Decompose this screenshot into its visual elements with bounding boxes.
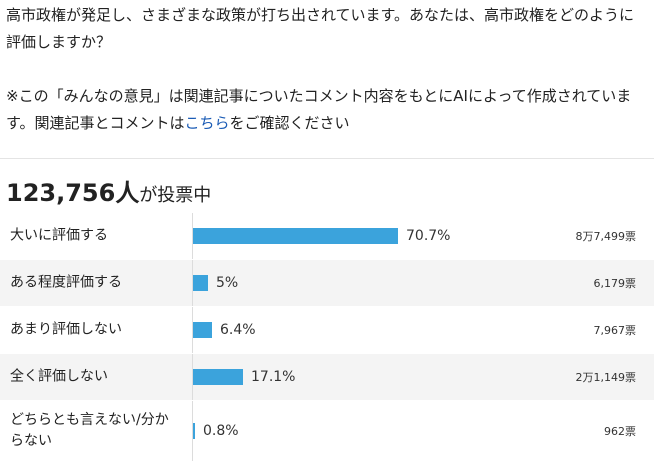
option-label: 全く評価しない (10, 368, 108, 385)
bar-track: 6.4% (193, 322, 503, 338)
result-row: あまり評価しない 6.4% 7,967票 (0, 307, 654, 354)
poll-intro: 高市政権が発足し、さまざまな政策が打ち出されています。あなたは、高市政権をどのよ… (0, 0, 654, 137)
result-row: 大いに評価する 70.7% 8万7,499票 (0, 213, 654, 260)
option-label: あまり評価しない (10, 321, 122, 338)
poll-note-text: ※この「みんなの意見」は関連記事についたコメント内容をもとにAIによって作成され… (6, 87, 632, 132)
option-label: ある程度評価する (10, 274, 122, 291)
poll-note-text-end: をご確認ください (229, 114, 350, 132)
poll-note: ※この「みんなの意見」は関連記事についたコメント内容をもとにAIによって作成され… (6, 83, 648, 137)
related-article-link[interactable]: こちら (184, 114, 230, 132)
vote-total-count: 123,756人 (6, 179, 140, 207)
bar-track: 17.1% (193, 369, 503, 385)
result-votes: 2万1,149票 (575, 371, 637, 384)
bar-track: 70.7% (193, 228, 503, 244)
result-votes: 962票 (604, 425, 636, 438)
result-votes: 7,967票 (593, 324, 637, 337)
result-bar (193, 228, 398, 244)
poll-results: 大いに評価する 70.7% 8万7,499票 ある程度評価する 5% 6,179… (0, 213, 654, 462)
result-bar (193, 322, 212, 338)
result-percent: 5% (216, 275, 239, 291)
result-percent: 0.8% (203, 423, 239, 439)
bar-axis (192, 401, 193, 461)
result-bar (193, 369, 243, 385)
divider (0, 158, 654, 159)
bar-axis (192, 260, 193, 306)
result-row: どちらとも言えない/分からない 0.8% 962票 (0, 401, 654, 462)
bar-track: 0.8% (193, 423, 503, 439)
bar-axis (192, 213, 193, 259)
result-votes: 8万7,499票 (575, 230, 637, 243)
option-label: 大いに評価する (10, 227, 108, 244)
bar-axis (192, 354, 193, 400)
option-label: どちらとも言えない/分からない (10, 412, 169, 449)
result-row: 全く評価しない 17.1% 2万1,149票 (0, 354, 654, 401)
bar-track: 5% (193, 275, 503, 291)
result-votes: 6,179票 (593, 277, 637, 290)
result-percent: 6.4% (220, 322, 256, 338)
result-percent: 17.1% (251, 369, 296, 385)
result-percent: 70.7% (406, 228, 451, 244)
bar-axis (192, 307, 193, 353)
result-bar (193, 275, 208, 291)
result-row: ある程度評価する 5% 6,179票 (0, 260, 654, 307)
poll-question: 高市政権が発足し、さまざまな政策が打ち出されています。あなたは、高市政権をどのよ… (6, 6, 635, 51)
vote-total-suffix: が投票中 (139, 185, 212, 206)
result-bar (193, 423, 195, 439)
vote-total: 123,756人が投票中 (6, 173, 654, 213)
